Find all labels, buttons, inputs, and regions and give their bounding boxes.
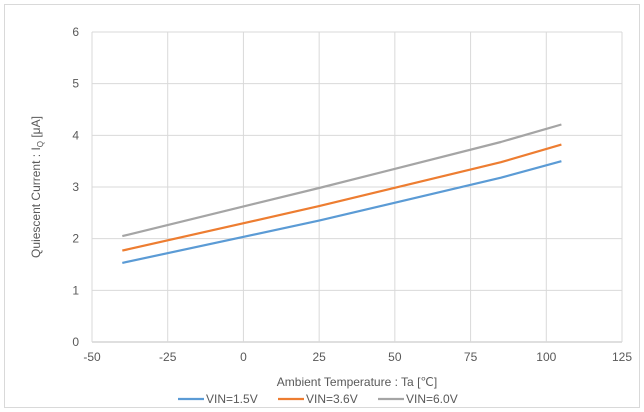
y-tick-label: 5 [72,77,79,91]
series-line-2 [122,143,562,252]
y-tick-label: 4 [72,128,79,142]
x-tick-label: 100 [536,350,556,364]
gridlines [91,31,623,343]
y-tick-label: 2 [72,232,79,246]
y-axis-title-unit: [μA] [29,116,43,141]
y-tick-labels: 0 1 2 3 4 5 6 [72,25,79,349]
x-tick-label: 125 [612,350,632,364]
x-tick-label: 75 [464,350,478,364]
y-axis-title: Quiescent Current : IQ [μA] [29,116,45,258]
legend: VIN=1.5V VIN=3.6V VIN=6.0V [178,392,458,406]
x-tick-labels: -50 -25 0 25 50 75 100 125 [83,350,632,364]
legend-label: VIN=6.0V [406,392,458,406]
x-axis-title: Ambient Temperature : Ta [℃] [277,375,437,389]
series-lines [122,123,562,264]
y-tick-label: 1 [72,283,79,297]
legend-label: VIN=1.5V [206,392,258,406]
x-tick-label: -50 [83,350,101,364]
legend-label: VIN=3.6V [306,392,358,406]
x-tick-label: 50 [388,350,402,364]
y-axis-title-main: Quiescent Current : I [29,147,43,258]
series-line-3 [122,123,562,238]
series-line-1 [122,160,562,264]
y-tick-label: 6 [72,25,79,39]
x-tick-label: 0 [240,350,247,364]
y-axis-title-subscript: Q [36,141,45,147]
x-tick-label: 25 [312,350,326,364]
x-tick-label: -25 [159,350,177,364]
y-tick-label: 0 [72,335,79,349]
y-tick-label: 3 [72,180,79,194]
